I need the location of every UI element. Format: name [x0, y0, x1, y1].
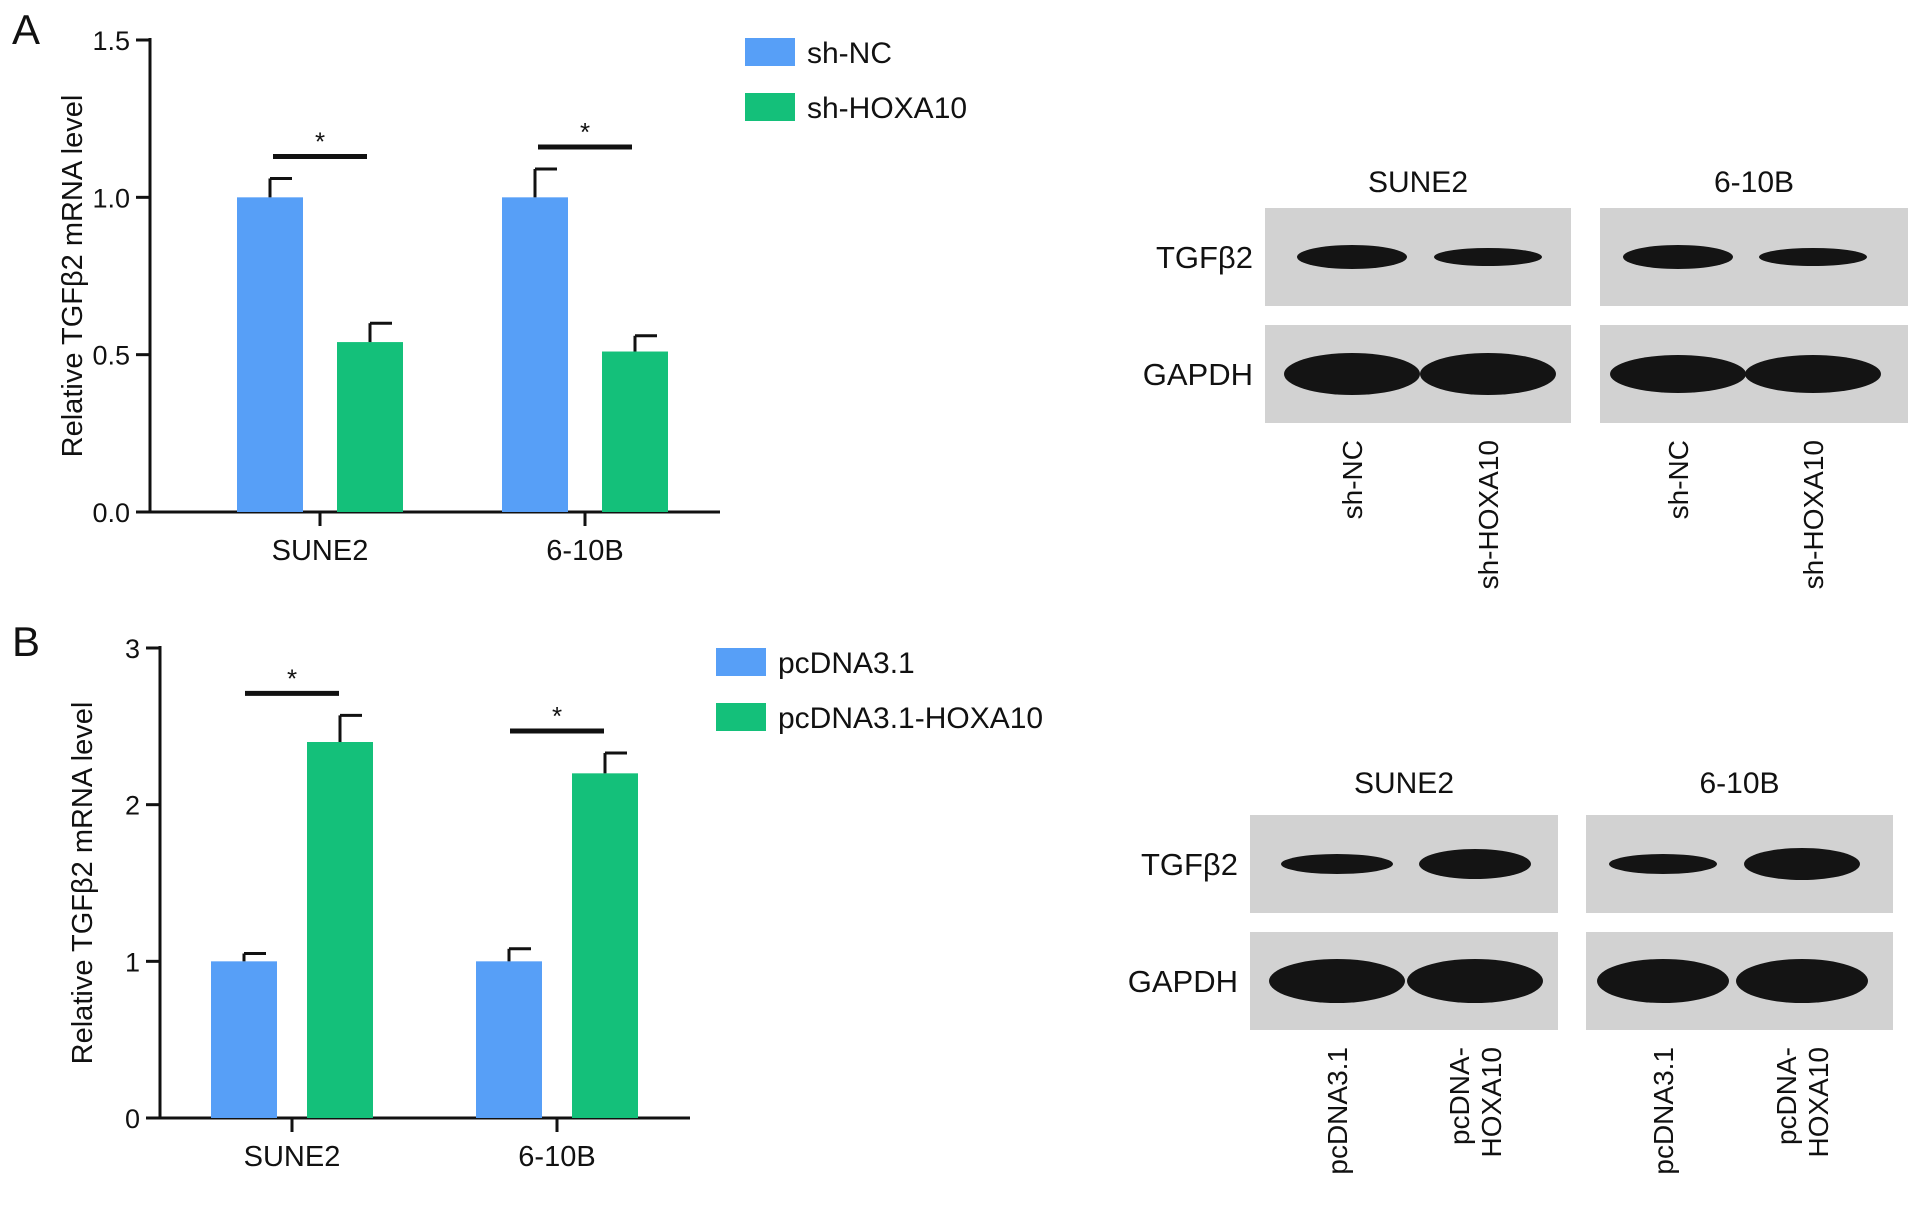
bar: [237, 197, 303, 513]
bar-chart-b: B 0 1 2 3 Relative TGFβ2 mRNA level SUNE2 6-10B…: [12, 618, 1043, 1173]
blot-band: [1759, 248, 1867, 266]
blot-band: [1281, 854, 1393, 874]
blot-band: [1420, 353, 1556, 395]
blot-band: [1434, 248, 1542, 266]
blot-row-label: GAPDH: [1143, 357, 1253, 392]
legend-swatch: [745, 93, 795, 121]
y-tick-label: 0.5: [92, 341, 130, 371]
blot-row-label: GAPDH: [1128, 964, 1238, 999]
blot-lane-label: pcDNA-: [1771, 1047, 1802, 1145]
x-category-label: 6-10B: [546, 535, 623, 567]
bar: [307, 742, 373, 1118]
blot-group-label: SUNE2: [1368, 166, 1468, 199]
blot-group-label: 6-10B: [1714, 166, 1794, 199]
blot-lane-label: pcDNA3.1: [1648, 1047, 1679, 1175]
bar: [602, 351, 668, 512]
legend-label: sh-NC: [807, 37, 892, 70]
bar: [211, 961, 277, 1118]
blot-group-label: 6-10B: [1699, 767, 1779, 800]
significance-marker: *: [552, 701, 562, 731]
blot-band: [1597, 959, 1729, 1003]
legend-label: pcDNA3.1: [778, 647, 915, 680]
blot-band: [1610, 355, 1746, 393]
x-category-label: 6-10B: [518, 1141, 595, 1173]
y-tick-label: 0.0: [92, 498, 130, 528]
y-tick-label: 3: [125, 634, 140, 664]
blot-lane-label: sh-HOXA10: [1798, 440, 1829, 589]
legend-swatch: [716, 703, 766, 731]
blot-lane-label: sh-NC: [1663, 440, 1694, 519]
blot-row-label: TGFβ2: [1156, 240, 1253, 275]
blot-row-label: TGFβ2: [1141, 847, 1238, 882]
western-blot-a: SUNE2 6-10B TGFβ2 GAPDH sh-NC sh-HOXA10 sh-NC s…: [1143, 166, 1908, 589]
blot-band: [1745, 355, 1881, 393]
x-category-label: SUNE2: [244, 1141, 341, 1173]
blot-band: [1736, 959, 1868, 1003]
blot-band: [1609, 854, 1717, 874]
y-tick-label: 1: [125, 947, 140, 977]
blot-lane-label: sh-HOXA10: [1473, 440, 1504, 589]
blot-lane-label: pcDNA-: [1444, 1047, 1475, 1145]
y-axis-label: Relative TGFβ2 mRNA level: [57, 95, 89, 458]
legend-swatch: [745, 38, 795, 66]
y-tick-label: 2: [125, 791, 140, 821]
bar-chart-a: A 0.0 0.5 1.0 1.5 Relative TGFβ2 mRNA level SU…: [12, 6, 967, 567]
bar: [337, 342, 403, 512]
bar: [502, 197, 568, 513]
blot-lane-label: HOXA10: [1476, 1047, 1507, 1158]
bar: [476, 961, 542, 1118]
legend-swatch: [716, 648, 766, 676]
blot-band: [1744, 848, 1860, 880]
blot-band: [1297, 245, 1407, 269]
y-tick-label: 1.5: [92, 26, 130, 56]
blot-band: [1407, 959, 1543, 1003]
panel-letter: B: [12, 618, 40, 665]
legend-label: pcDNA3.1-HOXA10: [778, 702, 1043, 735]
blot-lane-label: sh-NC: [1337, 440, 1368, 519]
blot-lane-label: pcDNA3.1: [1322, 1047, 1353, 1175]
blot-group-label: SUNE2: [1354, 767, 1454, 800]
legend-label: sh-HOXA10: [807, 92, 967, 125]
y-tick-label: 1.0: [92, 183, 130, 213]
blot-band: [1623, 245, 1733, 269]
blot-band: [1269, 959, 1405, 1003]
blot-lane-label: HOXA10: [1803, 1047, 1834, 1158]
x-category-label: SUNE2: [272, 535, 369, 567]
significance-marker: *: [580, 117, 590, 147]
panel-letter: A: [12, 6, 40, 53]
bar: [572, 773, 638, 1118]
blot-band: [1419, 849, 1531, 879]
y-axis-label: Relative TGFβ2 mRNA level: [67, 702, 99, 1065]
significance-marker: *: [315, 126, 325, 156]
significance-marker: *: [287, 663, 297, 693]
y-tick-label: 0: [125, 1104, 140, 1134]
blot-band: [1284, 353, 1420, 395]
